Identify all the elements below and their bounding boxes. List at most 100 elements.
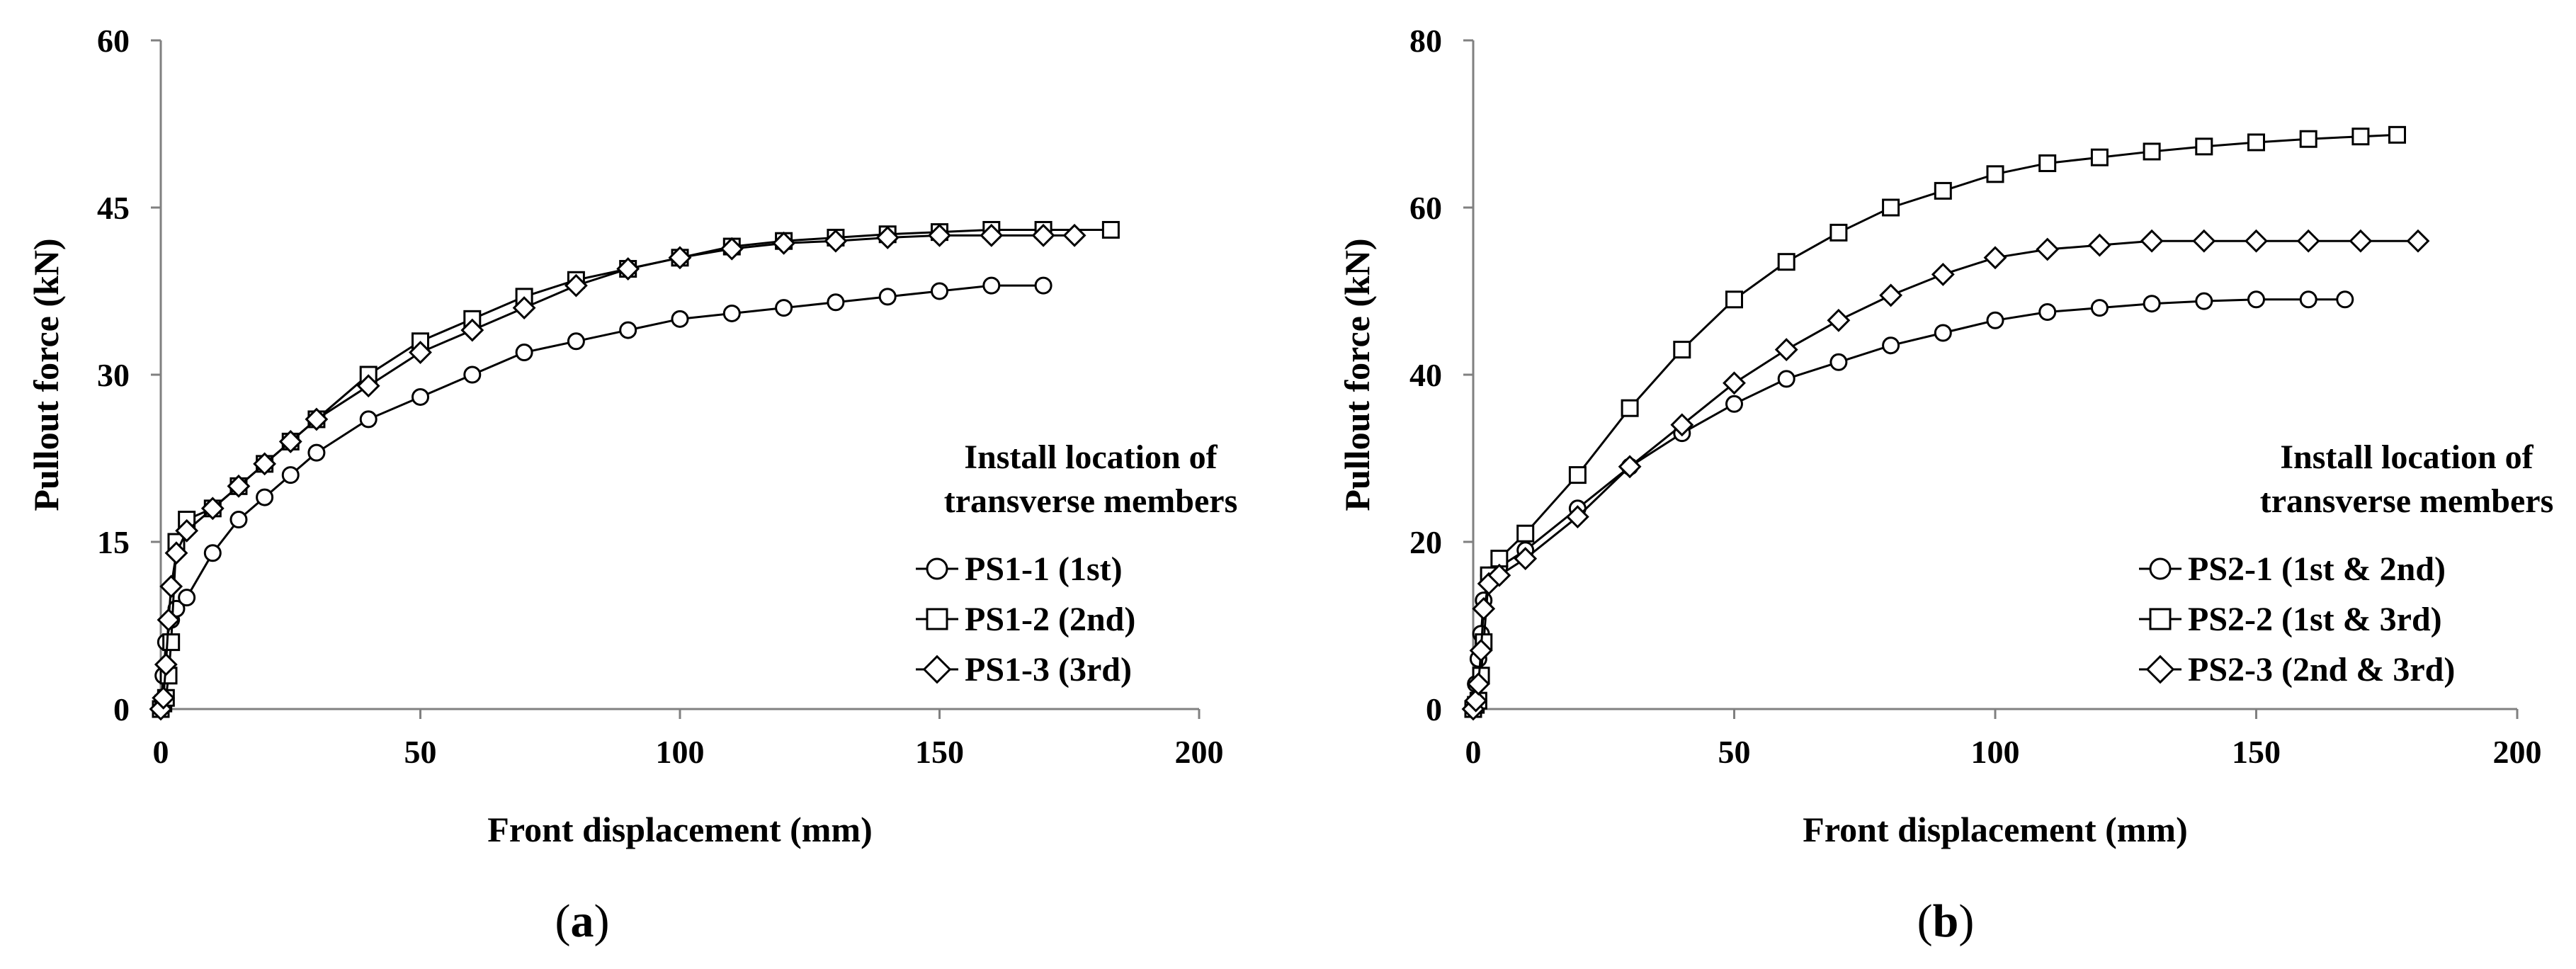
x-tick-label-b: 150 — [2232, 734, 2281, 770]
data-point-a-1 — [1034, 276, 1052, 295]
series-group-a — [149, 220, 1120, 721]
data-point-a-3 — [512, 296, 536, 320]
series-diamond-a — [149, 223, 1086, 721]
data-point-a-1 — [359, 410, 378, 429]
x-tick-label-a: 50 — [404, 734, 437, 770]
data-point-a-1 — [619, 321, 637, 339]
data-point-b-2 — [1882, 198, 1900, 217]
data-point-a-1 — [178, 589, 196, 607]
data-point-a-3 — [159, 574, 183, 599]
data-point-b-2 — [1934, 181, 1952, 200]
legend-title-line2-a: transverse members — [944, 482, 1238, 520]
y-axis-title-a: Pullout force (kN) — [26, 238, 66, 511]
data-point-a-1 — [256, 488, 274, 506]
data-point-a-1 — [775, 299, 793, 317]
x-tick-label-a: 100 — [656, 734, 705, 770]
data-point-b-2 — [2299, 130, 2317, 148]
legend-label-b-1: PS2-1 (1st & 2nd) — [2188, 550, 2446, 588]
panel-label-b: (b) — [1917, 895, 1975, 947]
legend-marker-b-2 — [2149, 608, 2172, 630]
data-point-b-1 — [1986, 311, 2004, 329]
data-point-a-3 — [356, 374, 380, 398]
legend-label-b-3: PS2-3 (2nd & 3rd) — [2188, 651, 2455, 688]
data-point-b-3 — [2406, 229, 2430, 253]
y-tick-label-b: 80 — [1409, 23, 1442, 59]
data-point-a-1 — [567, 332, 585, 351]
data-point-a-3 — [409, 341, 432, 364]
y-tick-label-b: 20 — [1409, 524, 1442, 560]
legend-marker-b-3 — [2145, 654, 2175, 684]
x-tick-label-a: 200 — [1175, 734, 1224, 770]
data-point-a-2 — [162, 633, 181, 652]
data-point-b-2 — [1725, 290, 1743, 309]
x-tick-label-b: 0 — [1465, 734, 1482, 770]
data-point-b-3 — [1774, 338, 1798, 362]
chart-panel-a: 0 50 100 150 200 0 15 30 45 60 Front displacement… — [26, 23, 1237, 947]
data-point-b-3 — [1565, 505, 1589, 529]
data-point-b-3 — [1983, 246, 2007, 270]
data-point-b-1 — [2090, 299, 2109, 317]
data-point-a-3 — [164, 541, 188, 565]
data-point-b-3 — [1464, 688, 1488, 713]
data-point-b-3 — [1827, 308, 1851, 332]
legend-title-line2-b: transverse members — [2260, 482, 2554, 520]
y-tick-label-b: 60 — [1409, 190, 1442, 226]
x-axis-title-a: Front displacement (mm) — [487, 810, 872, 849]
data-point-b-3 — [1879, 283, 1903, 307]
data-point-b-3 — [2349, 229, 2373, 253]
y-tick-label-a: 0 — [113, 691, 130, 727]
data-point-a-1 — [722, 304, 741, 322]
data-point-a-1 — [229, 511, 248, 529]
data-point-b-2 — [1986, 165, 2004, 183]
legend-label-a-1: PS1-1 (1st) — [965, 550, 1123, 588]
data-point-b-3 — [1514, 547, 1538, 571]
y-axis-title-b: Pullout force (kN) — [1337, 238, 1377, 511]
data-point-a-3 — [1031, 223, 1055, 247]
data-point-a-3 — [668, 246, 692, 270]
data-point-a-1 — [878, 288, 897, 306]
data-point-a-3 — [564, 273, 588, 298]
data-point-b-3 — [2087, 233, 2111, 257]
data-point-b-1 — [1829, 353, 1848, 371]
data-point-b-1 — [2143, 295, 2161, 313]
data-point-b-2 — [2038, 154, 2057, 172]
data-point-a-1 — [671, 310, 689, 328]
series-line-a-1 — [159, 284, 1044, 710]
data-point-a-3 — [253, 452, 277, 476]
data-point-b-2 — [1673, 341, 1691, 359]
data-point-b-3 — [1472, 596, 1496, 620]
data-point-a-3 — [460, 318, 484, 342]
x-tick-label-b: 100 — [1971, 734, 2020, 770]
x-tick-label-a: 0 — [153, 734, 169, 770]
data-point-a-3 — [227, 474, 251, 498]
data-point-a-2 — [1101, 220, 1120, 239]
data-point-b-1 — [1725, 395, 1743, 413]
data-point-a-3 — [278, 429, 302, 453]
data-point-a-3 — [149, 697, 173, 721]
data-point-a-3 — [772, 231, 796, 255]
data-point-b-2 — [2143, 142, 2161, 161]
data-point-b-3 — [2192, 229, 2216, 253]
data-point-a-3 — [157, 608, 181, 632]
data-point-b-3 — [1469, 638, 1493, 662]
data-point-a-1 — [412, 387, 429, 406]
legend-marker-a-3 — [922, 654, 952, 684]
legend-b: Install location of transverse members P… — [2139, 438, 2553, 688]
data-point-a-3 — [1062, 223, 1086, 247]
data-point-b-2 — [1777, 253, 1795, 271]
y-tick-label-a: 45 — [97, 190, 130, 226]
data-point-b-2 — [2351, 128, 2370, 146]
x-tick-label-a: 150 — [915, 734, 964, 770]
data-point-b-3 — [1931, 262, 1955, 286]
ticks-a: 0 50 100 150 200 0 15 30 45 60 — [97, 23, 1224, 770]
x-tick-label-b: 200 — [2493, 734, 2542, 770]
data-point-a-3 — [616, 257, 640, 280]
data-point-a-3 — [200, 497, 225, 521]
data-point-a-1 — [515, 344, 533, 362]
y-tick-label-a: 15 — [97, 524, 130, 560]
legend-title-line1-b: Install location of — [2280, 438, 2534, 476]
data-point-a-3 — [175, 518, 199, 543]
data-point-b-3 — [2036, 237, 2060, 261]
data-point-b-2 — [2388, 125, 2406, 144]
